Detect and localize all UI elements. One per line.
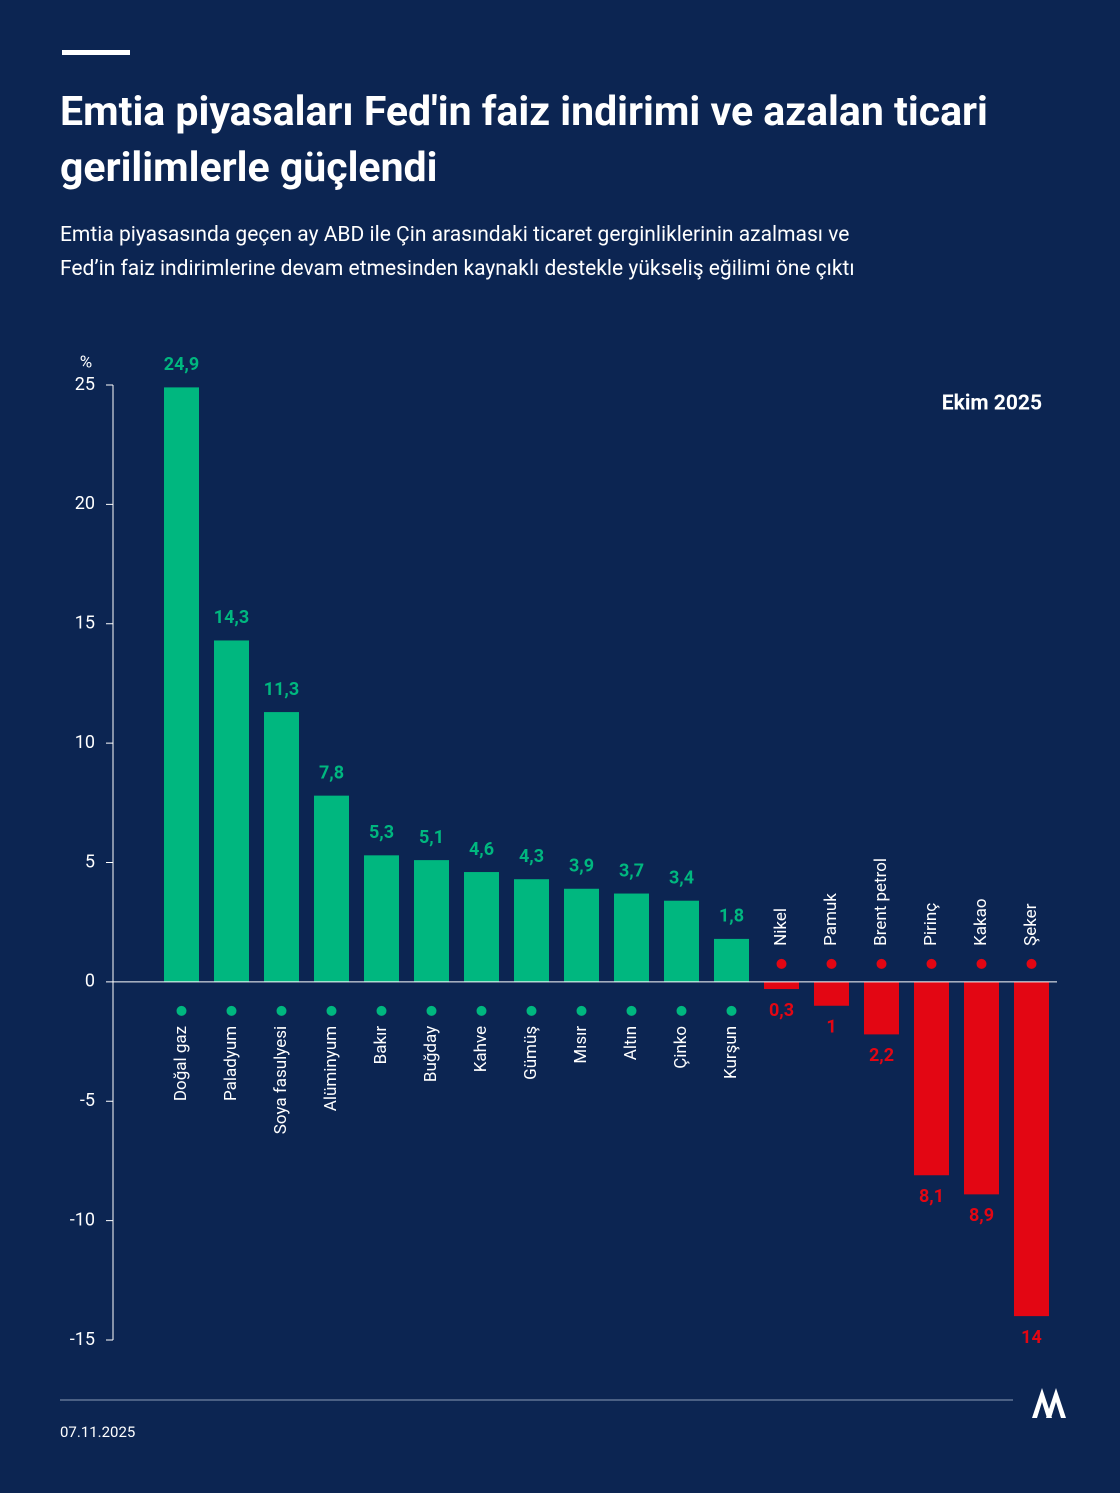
value-label: 2,2 <box>869 1045 894 1066</box>
y-tick-label: 20 <box>75 493 95 514</box>
value-label: 11,3 <box>264 679 299 700</box>
category-icon <box>826 958 837 969</box>
x-tick-label: Pamuk <box>821 893 841 946</box>
value-label: 3,7 <box>619 860 644 881</box>
logo <box>1032 1388 1066 1418</box>
y-tick-label: -10 <box>70 1209 95 1230</box>
bar <box>664 900 699 982</box>
bar <box>464 872 499 982</box>
bar <box>514 879 549 982</box>
category-icon <box>426 1005 437 1016</box>
bar <box>164 387 199 982</box>
bar <box>814 981 849 1006</box>
y-tick-label: -5 <box>80 1090 95 1111</box>
bar <box>1014 981 1049 1317</box>
category-icon <box>976 958 987 969</box>
bar <box>314 795 349 982</box>
category-icon <box>626 1005 637 1016</box>
value-label: 8,1 <box>919 1186 944 1207</box>
bar <box>714 938 749 982</box>
x-tick-label: Soya fasulyesi <box>271 1026 291 1134</box>
bar <box>914 981 949 1176</box>
value-label: 1 <box>826 1017 836 1038</box>
annotation: Ekim 2025 <box>942 392 1042 416</box>
bar <box>764 981 799 990</box>
category-icon <box>576 1005 587 1016</box>
y-tick-label: 5 <box>85 851 95 872</box>
x-tick-label: Bakır <box>371 1026 391 1065</box>
x-tick-label: Altın <box>621 1026 641 1060</box>
date: 07.11.2025 <box>60 1423 135 1441</box>
x-tick-label: Doğal gaz <box>171 1026 191 1101</box>
x-tick-label: Kahve <box>471 1026 491 1072</box>
y-tick-label: 15 <box>75 613 95 634</box>
x-tick-label: Kakao <box>971 898 991 945</box>
y-tick-label: 25 <box>75 374 95 395</box>
x-tick-label: Şeker <box>1021 903 1041 946</box>
value-label: 4,6 <box>469 839 494 860</box>
category-icon <box>876 958 887 969</box>
y-tick-label: 0 <box>85 971 95 992</box>
category-icon <box>326 1005 337 1016</box>
category-icon <box>1026 958 1037 969</box>
bar <box>614 893 649 982</box>
category-icon <box>476 1005 487 1016</box>
x-tick-label: Mısır <box>571 1026 591 1064</box>
value-label: 1,8 <box>719 906 744 927</box>
category-icon <box>376 1005 387 1016</box>
chart-title: Emtia piyasaları Fed'in faiz indirimi ve… <box>60 88 988 192</box>
value-label: 4,3 <box>519 846 544 867</box>
x-tick-label: Paladyum <box>221 1026 241 1101</box>
bar <box>964 981 999 1195</box>
value-label: 7,8 <box>319 762 344 783</box>
bar <box>264 712 299 982</box>
x-tick-label: Brent petrol <box>871 858 891 946</box>
y-tick-label: -15 <box>70 1329 95 1350</box>
value-label: 0,3 <box>769 1000 794 1021</box>
category-icon <box>276 1005 287 1016</box>
top-rule <box>62 50 130 55</box>
x-tick-label: Kurşun <box>721 1026 741 1079</box>
value-label: 5,3 <box>369 822 394 843</box>
value-label: 5,1 <box>419 827 444 848</box>
category-icon <box>726 1005 737 1016</box>
x-tick-label: Pirinç <box>921 903 941 946</box>
bar <box>564 888 599 982</box>
y-tick-label: 10 <box>75 732 95 753</box>
bar <box>214 640 249 982</box>
category-icon <box>926 958 937 969</box>
x-tick-label: Nikel <box>771 908 791 946</box>
x-tick-label: Çinko <box>671 1026 691 1069</box>
bar <box>364 855 399 982</box>
y-axis-label: % <box>80 352 92 372</box>
category-icon <box>176 1005 187 1016</box>
value-label: 3,9 <box>569 856 594 877</box>
category-icon <box>526 1005 537 1016</box>
value-label: 3,4 <box>669 867 694 888</box>
category-icon <box>226 1005 237 1016</box>
x-tick-label: Buğday <box>421 1026 441 1082</box>
value-label: 24,9 <box>164 354 199 375</box>
value-label: 8,9 <box>969 1205 994 1226</box>
x-tick-label: Alüminyum <box>321 1026 341 1111</box>
value-label: 14,3 <box>214 607 249 628</box>
category-icon <box>676 1005 687 1016</box>
chart-subtitle: Emtia piyasasında geçen ay ABD ile Çin a… <box>60 223 855 281</box>
category-icon <box>776 958 787 969</box>
bar <box>864 981 899 1035</box>
x-tick-label: Gümüş <box>521 1026 541 1080</box>
value-label: 14 <box>1021 1327 1042 1348</box>
bar <box>414 860 449 982</box>
